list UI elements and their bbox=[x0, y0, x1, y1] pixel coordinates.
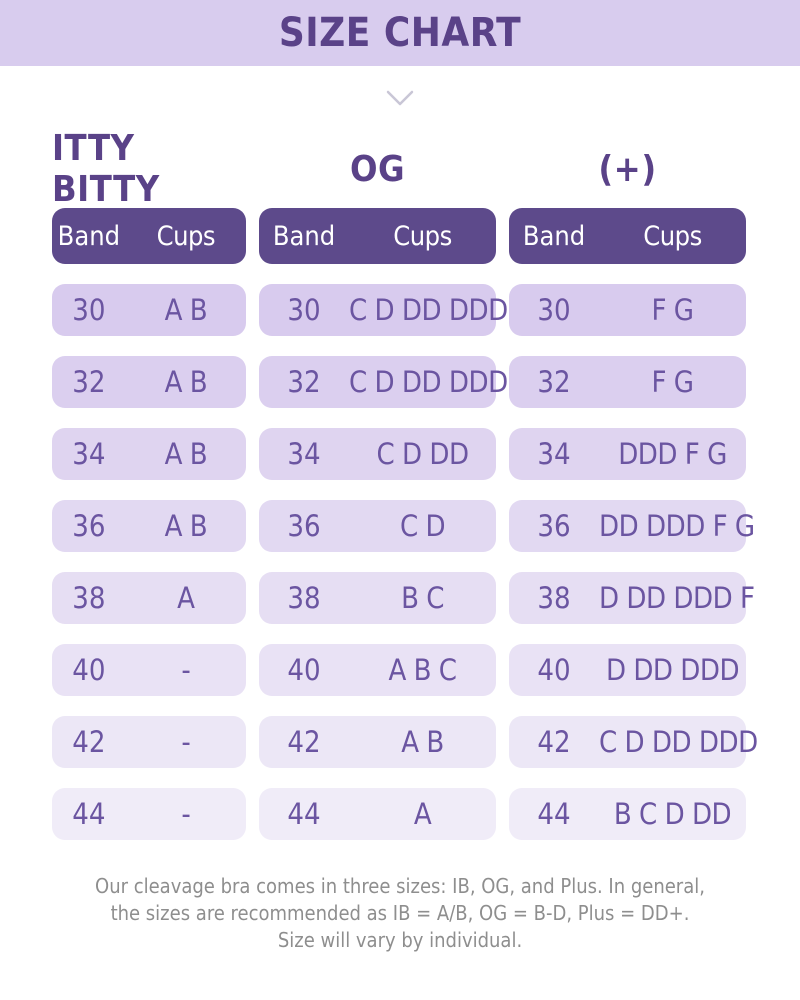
column-title: (+) bbox=[598, 148, 657, 190]
size-row: 32 F G bbox=[509, 356, 746, 408]
banner: SIZE CHART bbox=[0, 0, 800, 66]
chevron-down-icon[interactable] bbox=[385, 89, 415, 107]
size-row: 44 A bbox=[259, 788, 496, 840]
cups-value: A B bbox=[401, 725, 444, 759]
column-header-pill: Band Cups bbox=[259, 208, 496, 264]
band-value: 30 bbox=[537, 293, 571, 327]
size-row: 42 A B bbox=[259, 716, 496, 768]
band-header-label: Band bbox=[272, 220, 336, 252]
cups-value: A B bbox=[164, 437, 208, 471]
cups-value: - bbox=[181, 725, 191, 759]
cups-value: C D DD DDD bbox=[599, 725, 758, 759]
size-row: 42 C D DD DDD bbox=[509, 716, 758, 768]
size-chart: ITTY BITTY Band Cups 30 A B 32 A B 34 A B 36 A … bbox=[52, 128, 758, 840]
band-value: 36 bbox=[72, 509, 106, 543]
size-row: 36 C D bbox=[259, 500, 496, 552]
column-og: OG Band Cups 30 C D DD DDD 32 C D DD DDD 34 C… bbox=[259, 130, 508, 840]
column-title: OG bbox=[349, 148, 406, 190]
cups-value: C D DD DDD bbox=[349, 293, 508, 327]
size-row: 30 A B bbox=[52, 284, 246, 336]
band-value: 40 bbox=[537, 653, 571, 687]
column-header-pill: Band Cups bbox=[509, 208, 746, 264]
size-row: 32 A B bbox=[52, 356, 246, 408]
cups-value: F G bbox=[651, 365, 695, 399]
band-value: 36 bbox=[287, 509, 321, 543]
size-row: 38 D DD DDD F bbox=[509, 572, 755, 624]
size-row: 38 A bbox=[52, 572, 246, 624]
band-value: 34 bbox=[537, 437, 571, 471]
size-row: 44 - bbox=[52, 788, 246, 840]
cups-value: D DD DDD F bbox=[599, 581, 755, 615]
size-row: 30 C D DD DDD bbox=[259, 284, 508, 336]
size-row: 30 F G bbox=[509, 284, 746, 336]
rows-container: 30 F G 32 F G 34 DDD F G 36 DD DDD F G 38 D DD DD… bbox=[509, 264, 758, 840]
band-value: 36 bbox=[537, 509, 571, 543]
size-note: Our cleavage bra comes in three sizes: I… bbox=[0, 873, 800, 954]
cups-value: D DD DDD bbox=[605, 653, 740, 687]
band-header-label: Band bbox=[522, 220, 586, 252]
cups-value: C D DD bbox=[376, 437, 469, 471]
band-value: 42 bbox=[287, 725, 321, 759]
cups-header-label: Cups bbox=[393, 220, 452, 252]
band-value: 42 bbox=[537, 725, 571, 759]
size-row: 34 C D DD bbox=[259, 428, 496, 480]
cups-value: DDD F G bbox=[618, 437, 727, 471]
size-row: 40 D DD DDD bbox=[509, 644, 746, 696]
band-value: 44 bbox=[287, 797, 321, 831]
band-value: 38 bbox=[537, 581, 571, 615]
cups-value: C D DD DDD bbox=[349, 365, 508, 399]
cups-value: A B bbox=[164, 509, 208, 543]
size-row: 36 DD DDD F G bbox=[509, 500, 755, 552]
size-row: 32 C D DD DDD bbox=[259, 356, 508, 408]
cups-value: B C bbox=[401, 581, 444, 615]
band-value: 34 bbox=[287, 437, 321, 471]
chevron-container bbox=[0, 66, 800, 130]
cups-value: A B bbox=[164, 293, 208, 327]
size-row: 36 A B bbox=[52, 500, 246, 552]
band-value: 40 bbox=[72, 653, 106, 687]
size-row: 44 B C D DD bbox=[509, 788, 746, 840]
cups-value: - bbox=[181, 653, 191, 687]
cups-value: A bbox=[413, 797, 432, 831]
band-value: 34 bbox=[72, 437, 106, 471]
band-value: 38 bbox=[287, 581, 321, 615]
band-value: 30 bbox=[72, 293, 106, 327]
band-value: 32 bbox=[287, 365, 321, 399]
band-header-label: Band bbox=[57, 220, 121, 252]
cups-value: DD DDD F G bbox=[599, 509, 755, 543]
cups-value: A B C bbox=[388, 653, 457, 687]
size-note-line: Size will vary by individual. bbox=[277, 928, 523, 952]
band-value: 32 bbox=[72, 365, 106, 399]
cups-value: - bbox=[181, 797, 191, 831]
size-row: 34 A B bbox=[52, 428, 246, 480]
cups-header-label: Cups bbox=[643, 220, 702, 252]
page-title: SIZE CHART bbox=[278, 10, 522, 56]
size-row: 34 DDD F G bbox=[509, 428, 746, 480]
size-note-line: the sizes are recommended as IB = A/B, O… bbox=[110, 901, 690, 925]
size-note-line: Our cleavage bra comes in three sizes: I… bbox=[95, 874, 705, 898]
column-header-pill: Band Cups bbox=[52, 208, 246, 264]
size-row: 42 - bbox=[52, 716, 246, 768]
column-plus: (+) Band Cups 30 F G 32 F G 34 DDD F G 36 DD DD… bbox=[509, 130, 758, 840]
band-value: 38 bbox=[72, 581, 106, 615]
size-row: 40 - bbox=[52, 644, 246, 696]
size-row: 40 A B C bbox=[259, 644, 496, 696]
band-value: 44 bbox=[537, 797, 571, 831]
band-value: 44 bbox=[72, 797, 106, 831]
cups-value: A bbox=[177, 581, 195, 615]
cups-value: C D bbox=[399, 509, 446, 543]
cups-header-label: Cups bbox=[156, 220, 216, 252]
band-value: 42 bbox=[72, 725, 106, 759]
size-row: 38 B C bbox=[259, 572, 496, 624]
cups-value: A B bbox=[164, 365, 208, 399]
band-value: 32 bbox=[537, 365, 571, 399]
cups-value: F G bbox=[651, 293, 695, 327]
cups-value: B C D DD bbox=[613, 797, 732, 831]
rows-container: 30 A B 32 A B 34 A B 36 A B 38 A 40 - 42 - 44 - bbox=[52, 264, 246, 840]
rows-container: 30 C D DD DDD 32 C D DD DDD 34 C D DD 36 C D 38 B… bbox=[259, 264, 508, 840]
column-title: ITTY BITTY bbox=[52, 128, 160, 210]
band-value: 40 bbox=[287, 653, 321, 687]
column-itty-bitty: ITTY BITTY Band Cups 30 A B 32 A B 34 A B 36 A … bbox=[52, 128, 246, 840]
band-value: 30 bbox=[287, 293, 321, 327]
